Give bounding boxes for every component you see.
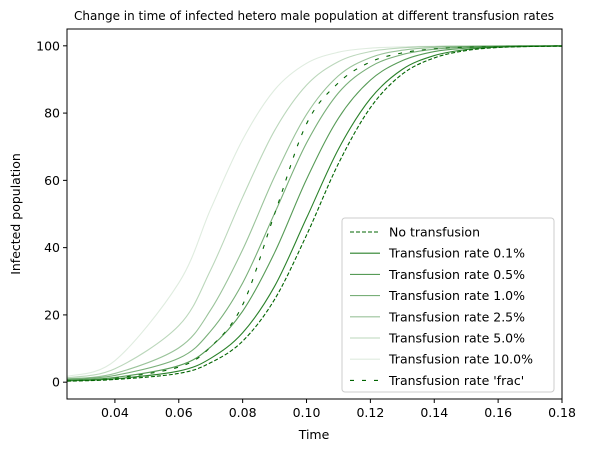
legend-label-7: Transfusion rate 10.0% <box>388 352 533 367</box>
legend-label-8: Transfusion rate 'frac' <box>388 373 524 388</box>
y-tick-label: 40 <box>44 240 60 255</box>
y-tick-label: 100 <box>36 38 60 53</box>
legend-label-3: Transfusion rate 0.5% <box>388 267 525 282</box>
x-tick-label: 0.18 <box>548 405 576 420</box>
x-tick-label: 0.06 <box>165 405 193 420</box>
x-tick-label: 0.04 <box>101 405 129 420</box>
series-line-1 <box>67 45 562 382</box>
legend-label-4: Transfusion rate 1.0% <box>388 288 525 303</box>
y-tick-label: 20 <box>44 307 60 322</box>
series-line-7 <box>67 45 562 377</box>
x-tick-label: 0.12 <box>356 405 384 420</box>
legend-label-6: Transfusion rate 5.0% <box>388 331 525 346</box>
legend: No transfusion Transfusion rate 0.1% Trans… <box>341 217 555 393</box>
legend-label-1: No transfusion <box>389 225 480 240</box>
series-line-3 <box>67 45 562 381</box>
legend-label-2: Transfusion rate 0.1% <box>388 246 525 261</box>
y-tick-label: 60 <box>44 173 60 188</box>
chart-title: Change in time of infected hetero male p… <box>74 9 554 23</box>
series-line-6 <box>67 45 562 379</box>
y-tick-label: 80 <box>44 106 60 121</box>
y-axis-label: Infected population <box>8 153 23 275</box>
x-tick-label: 0.14 <box>420 405 448 420</box>
legend-box <box>341 217 555 393</box>
y-tick-label: 0 <box>52 375 60 390</box>
series-layer <box>67 45 562 382</box>
x-tick-label: 0.08 <box>229 405 257 420</box>
plot-frame <box>66 28 563 400</box>
x-tick-label: 0.16 <box>484 405 512 420</box>
x-axis-label: Time <box>298 427 330 442</box>
legend-label-5: Transfusion rate 2.5% <box>388 309 525 324</box>
x-tick-label: 0.10 <box>293 405 321 420</box>
ticks-layer: 0.04 0.06 0.08 0.10 0.12 0.14 0.16 0.18 0 20 40 60 8… <box>36 38 576 420</box>
